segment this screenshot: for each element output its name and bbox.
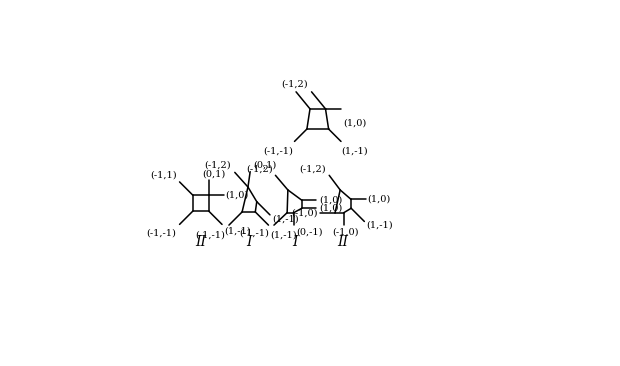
Text: (0,1): (0,1) <box>202 169 226 178</box>
Text: (1,0): (1,0) <box>367 195 391 204</box>
Text: (-1,-1): (-1,-1) <box>240 228 270 237</box>
Text: (-1,2): (-1,2) <box>247 165 273 174</box>
Text: (1,0): (1,0) <box>343 118 366 127</box>
Text: (1,0): (1,0) <box>319 204 343 213</box>
Text: (-1,-1): (-1,-1) <box>195 231 225 240</box>
Text: (1,-1): (1,-1) <box>272 215 299 224</box>
Text: (1,-1): (1,-1) <box>341 146 368 155</box>
Text: (-1,2): (-1,2) <box>205 160 231 169</box>
Text: (-1,1): (-1,1) <box>151 171 177 180</box>
Text: (1,0): (1,0) <box>319 196 343 205</box>
Text: (1,-1): (1,-1) <box>366 221 393 230</box>
Text: II: II <box>195 235 206 249</box>
Text: (-1,2): (-1,2) <box>281 80 308 89</box>
Text: (-1,-1): (-1,-1) <box>263 146 293 155</box>
Text: I: I <box>246 235 252 249</box>
Text: (1,0): (1,0) <box>226 191 249 199</box>
Text: (0,-1): (0,-1) <box>296 227 322 236</box>
Text: (1,-1): (1,-1) <box>224 227 251 236</box>
Text: (-1,0): (-1,0) <box>291 208 318 217</box>
Text: (-1,2): (-1,2) <box>299 165 326 174</box>
Text: (-1,0): (-1,0) <box>332 227 358 236</box>
Text: I: I <box>293 235 298 249</box>
Text: (-1,-1): (-1,-1) <box>146 228 176 237</box>
Text: (1,-1): (1,-1) <box>271 231 298 240</box>
Text: II: II <box>338 235 348 249</box>
Text: (0,1): (0,1) <box>253 160 277 169</box>
